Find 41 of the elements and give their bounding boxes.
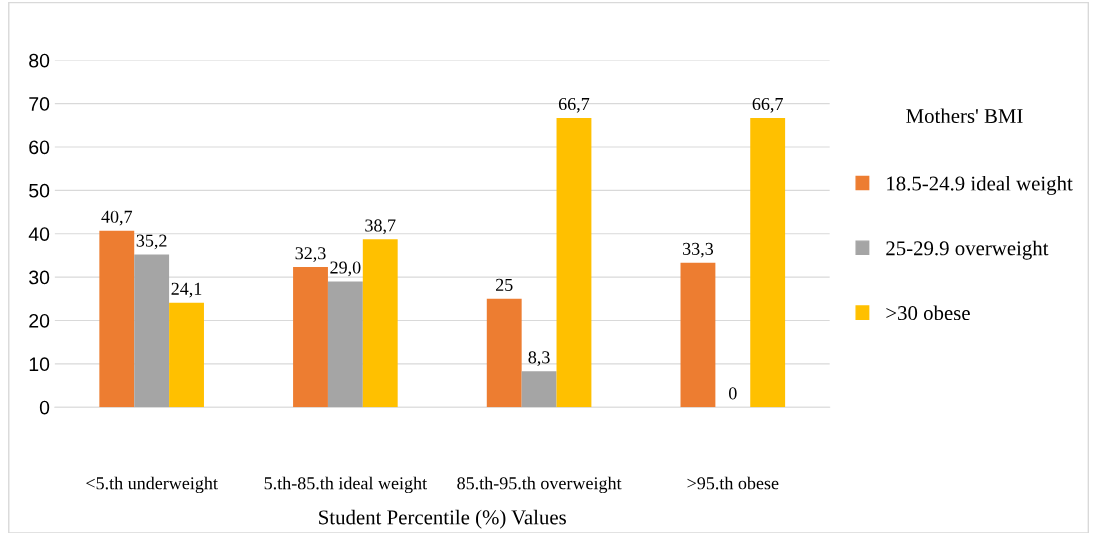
- x-tick-label: 85.th-95.th overweight: [457, 476, 622, 494]
- bar: [327, 281, 363, 408]
- x-tick-label: <5.th underweight: [86, 476, 218, 494]
- data-label: 33,3: [683, 242, 714, 258]
- bar: [99, 230, 135, 408]
- legend-label: 18.5-24.9 ideal weight: [887, 175, 1073, 195]
- bar: [680, 262, 716, 408]
- data-label: 38,7: [365, 219, 396, 235]
- y-tick-label: 0: [39, 400, 50, 415]
- data-label: 24,1: [171, 282, 202, 298]
- y-tick-label: 10: [29, 357, 50, 372]
- y-tick-label: 70: [29, 97, 50, 111]
- y-tick-label: 20: [29, 313, 50, 328]
- x-tick-label: 5.th-85.th ideal weight: [264, 476, 428, 494]
- legend-label: >30 obese: [886, 305, 970, 321]
- y-tick-label: 50: [29, 183, 50, 198]
- data-label: 0: [728, 387, 737, 400]
- data-label: 29,0: [330, 261, 361, 277]
- y-tick-label: 60: [29, 140, 50, 155]
- legend-title: Mothers' BMI: [906, 108, 1023, 124]
- y-tick-label: 80: [29, 53, 50, 68]
- data-label: 35,2: [136, 234, 167, 250]
- bar: [134, 254, 170, 408]
- y-tick-label: 30: [29, 270, 50, 285]
- data-label: 25: [495, 278, 513, 291]
- bar: [486, 298, 522, 408]
- x-axis-title: Student Percentile (%) Values: [319, 509, 566, 529]
- bar: [556, 117, 592, 408]
- data-label: 40,7: [101, 210, 133, 226]
- legend-label: 25-29.9 overweight: [886, 240, 1049, 260]
- data-label: 32,3: [295, 247, 326, 262]
- bar: [521, 371, 557, 408]
- bar: [293, 267, 328, 408]
- bar: [750, 117, 786, 408]
- data-label: 8,3: [528, 351, 550, 366]
- data-label: 66,7: [752, 97, 783, 113]
- y-tick-label: 40: [28, 227, 50, 241]
- bar: [362, 239, 398, 408]
- x-tick-label: >95.th obese: [687, 476, 779, 490]
- data-label: 66,7: [558, 97, 590, 113]
- bar: [169, 302, 204, 408]
